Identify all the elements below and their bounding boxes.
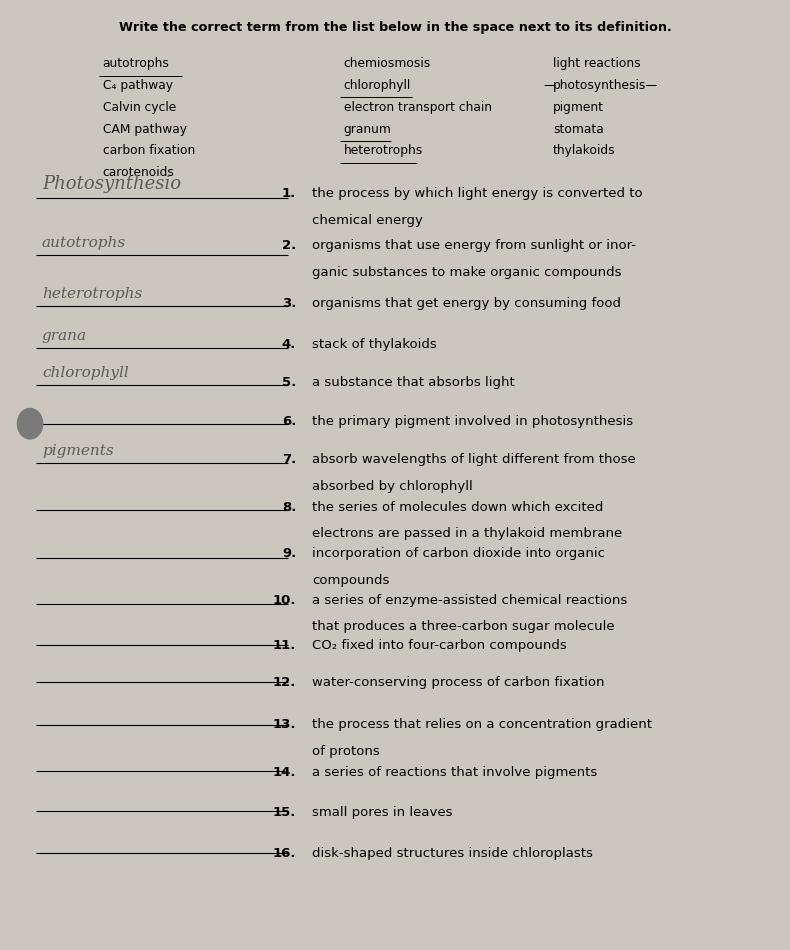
Text: 4.: 4. [282, 338, 296, 352]
Text: 7.: 7. [282, 453, 296, 466]
Text: 2.: 2. [282, 239, 296, 253]
Text: Photosynthesio: Photosynthesio [42, 175, 181, 193]
Text: 1.: 1. [282, 187, 296, 200]
Text: chemical energy: chemical energy [312, 214, 423, 227]
Text: carotenoids: carotenoids [103, 166, 175, 180]
Text: —: — [544, 79, 556, 92]
Text: Write the correct term from the list below in the space next to its definition.: Write the correct term from the list bel… [118, 21, 672, 34]
Text: electrons are passed in a thylakoid membrane: electrons are passed in a thylakoid memb… [312, 527, 623, 541]
Text: stack of thylakoids: stack of thylakoids [312, 338, 437, 352]
Text: C₄ pathway: C₄ pathway [103, 79, 173, 92]
Text: 11.: 11. [273, 639, 296, 653]
Text: 6.: 6. [282, 415, 296, 428]
Text: thylakoids: thylakoids [553, 144, 615, 158]
Text: the process that relies on a concentration gradient: the process that relies on a concentrati… [312, 718, 652, 732]
Text: granum: granum [344, 123, 392, 136]
Text: chlorophyll: chlorophyll [344, 79, 411, 92]
Text: a series of enzyme-assisted chemical reactions: a series of enzyme-assisted chemical rea… [312, 594, 627, 607]
Text: CAM pathway: CAM pathway [103, 123, 186, 136]
Text: 16.: 16. [273, 847, 296, 861]
Text: the primary pigment involved in photosynthesis: the primary pigment involved in photosyn… [312, 415, 633, 428]
Text: 5.: 5. [282, 376, 296, 390]
Text: 8.: 8. [282, 501, 296, 514]
Text: chemiosmosis: chemiosmosis [344, 57, 431, 70]
Text: small pores in leaves: small pores in leaves [312, 806, 453, 819]
Text: ganic substances to make organic compounds: ganic substances to make organic compoun… [312, 266, 622, 279]
Text: the series of molecules down which excited: the series of molecules down which excit… [312, 501, 604, 514]
Text: carbon fixation: carbon fixation [103, 144, 195, 158]
Text: electron transport chain: electron transport chain [344, 101, 491, 114]
Text: of protons: of protons [312, 745, 380, 758]
Text: a substance that absorbs light: a substance that absorbs light [312, 376, 515, 390]
Text: 10.: 10. [273, 594, 296, 607]
Text: 3.: 3. [282, 297, 296, 311]
Text: incorporation of carbon dioxide into organic: incorporation of carbon dioxide into org… [312, 547, 605, 560]
Text: disk-shaped structures inside chloroplasts: disk-shaped structures inside chloroplas… [312, 847, 593, 861]
Text: a series of reactions that involve pigments: a series of reactions that involve pigme… [312, 766, 597, 779]
Text: Calvin cycle: Calvin cycle [103, 101, 176, 114]
Text: pigment: pigment [553, 101, 604, 114]
Text: heterotrophs: heterotrophs [344, 144, 423, 158]
Text: 13.: 13. [273, 718, 296, 732]
Text: the process by which light energy is converted to: the process by which light energy is con… [312, 187, 643, 200]
Text: pigments: pigments [42, 444, 114, 458]
Text: chlorophyll: chlorophyll [42, 366, 129, 380]
Text: grana: grana [42, 329, 87, 343]
Text: organisms that use energy from sunlight or inor-: organisms that use energy from sunlight … [312, 239, 636, 253]
Circle shape [17, 408, 43, 439]
Text: 9.: 9. [282, 547, 296, 560]
Text: 15.: 15. [273, 806, 296, 819]
Text: heterotrophs: heterotrophs [42, 287, 142, 301]
Text: CO₂ fixed into four-carbon compounds: CO₂ fixed into four-carbon compounds [312, 639, 566, 653]
Text: photosynthesis—: photosynthesis— [553, 79, 659, 92]
Text: that produces a three-carbon sugar molecule: that produces a three-carbon sugar molec… [312, 620, 615, 634]
Text: autotrophs: autotrophs [42, 236, 126, 250]
Text: autotrophs: autotrophs [103, 57, 170, 70]
Text: absorbed by chlorophyll: absorbed by chlorophyll [312, 480, 472, 493]
Text: 12.: 12. [273, 676, 296, 690]
Text: light reactions: light reactions [553, 57, 641, 70]
Text: stomata: stomata [553, 123, 604, 136]
Text: 14.: 14. [273, 766, 296, 779]
Text: water-conserving process of carbon fixation: water-conserving process of carbon fixat… [312, 676, 604, 690]
Text: compounds: compounds [312, 574, 389, 587]
Text: absorb wavelengths of light different from those: absorb wavelengths of light different fr… [312, 453, 636, 466]
Text: organisms that get energy by consuming food: organisms that get energy by consuming f… [312, 297, 621, 311]
